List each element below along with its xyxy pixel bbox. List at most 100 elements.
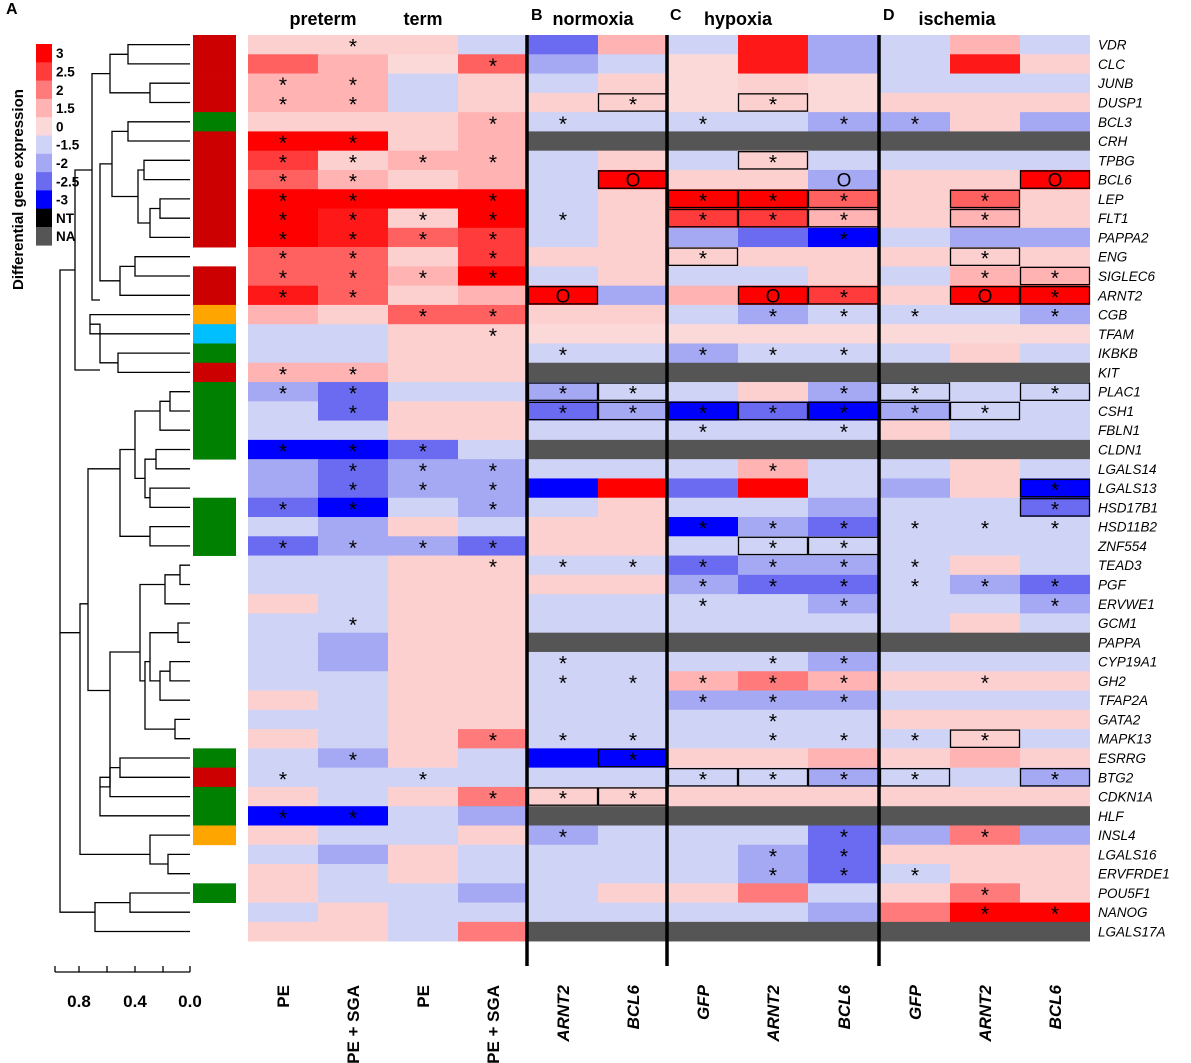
dendrogram-branch [59,632,95,913]
heatmap-cell [248,169,318,190]
dendrogram-branch [109,53,150,94]
heatmap-cell [880,864,950,884]
heatmap-cell [1020,266,1090,286]
heatmap-cell [248,594,318,614]
legend-swatch [36,80,52,100]
heatmap-cell [598,786,668,807]
asterisk-mark: * [769,93,777,116]
heatmap-cell [880,651,950,672]
asterisk-mark: * [349,209,357,232]
heatmap-cell [318,285,388,306]
asterisk-mark: * [911,865,919,888]
heatmap-cell [318,786,388,807]
heatmap-cell [1020,324,1090,344]
heatmap-cell [598,844,668,865]
dendrogram-branch [149,207,190,239]
heatmap-cell [388,285,458,306]
cluster-swatch [193,786,236,807]
heatmap-cell [248,208,318,229]
panel-letter: B [531,7,543,24]
heatmap-cell [808,227,880,248]
heatmap-cell [388,401,458,421]
asterisk-mark: * [699,672,707,695]
heatmap-cell [318,459,388,479]
heatmap-cell [668,497,738,518]
dendrogram [59,43,190,933]
cluster-swatch [193,285,236,306]
heatmap-cell [808,690,880,711]
asterisk-mark: * [349,402,357,425]
asterisk-mark: * [559,826,567,849]
heatmap-cell [668,54,738,74]
asterisk-mark: * [840,306,848,329]
column-label: PE [274,985,293,1008]
heatmap-cell [318,35,388,55]
heatmap-cell [388,574,458,595]
asterisk-mark: * [1051,903,1059,926]
heatmap-cell [880,304,950,325]
heatmap-cell [458,382,528,402]
heatmap-cell [248,729,318,749]
heatmap-cell [880,285,950,306]
asterisk-mark: * [1051,306,1059,329]
asterisk-mark: * [349,537,357,560]
asterisk-mark: * [840,672,848,695]
heatmap-cell [1020,92,1090,113]
heatmap-cell [458,709,528,730]
heatmap-cell [950,112,1020,132]
cluster-swatch [193,112,236,132]
heatmap-cell [388,709,458,730]
heatmap-cell [598,54,668,74]
significance-box [737,208,809,228]
heatmap-cell [668,112,738,132]
circle-mark: O [766,286,781,307]
circle-mark: O [978,286,993,307]
heatmap-cell [738,112,808,132]
heatmap-cell [248,439,318,460]
significance-box [737,285,809,305]
column-label: PE + SGA [344,985,363,1063]
asterisk-mark: * [489,55,497,78]
heatmap-cell [248,227,318,248]
heatmap-cell [1020,555,1090,576]
heatmap-cell [1020,189,1090,209]
heatmap-cell [458,401,528,421]
asterisk-mark: * [911,306,919,329]
heatmap-cell [318,864,388,884]
asterisk-mark: * [840,383,848,406]
heatmap-cell [598,285,668,306]
heatmap-cell [1020,806,1090,826]
asterisk-mark: * [840,730,848,753]
heatmap-cell [880,324,950,344]
heatmap-cell [808,651,880,672]
heatmap-cell [458,825,528,846]
heatmap-cell [880,709,950,730]
dendrogram-branch [129,892,190,913]
heatmap-cell [1020,362,1090,383]
heatmap-cell [1020,112,1090,132]
cluster-swatch [193,806,236,826]
asterisk-mark: * [769,691,777,714]
heatmap-cell [388,382,458,402]
heatmap-cell [598,478,668,499]
heatmap-cell [248,536,318,556]
heatmap-cell [880,786,950,807]
legend-label: -2 [56,156,68,171]
heatmap-cell [528,786,598,807]
heatmap-cell [1020,690,1090,711]
heatmap-cell [808,671,880,691]
legend-label: NT [56,211,75,226]
dendrogram-branch [149,82,190,104]
asterisk-mark: * [489,325,497,348]
heatmap-cell [808,343,880,364]
heatmap-cell [880,35,950,55]
significance-box [949,729,1021,749]
asterisk-mark: * [489,306,497,329]
heatmap-cell [738,536,808,556]
heatmap-cell [738,247,808,267]
asterisk-mark: * [911,768,919,791]
asterisk-mark: * [349,286,357,309]
heatmap-cell [528,189,598,209]
circle-mark: O [556,286,571,307]
cluster-swatch [193,266,236,287]
